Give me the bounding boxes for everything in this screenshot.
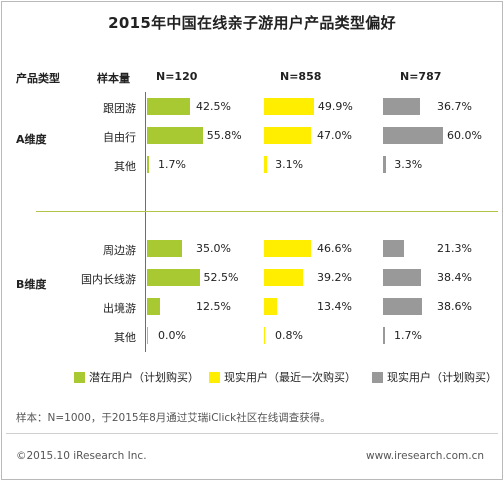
bar-recent-guonei — [264, 269, 304, 286]
legend-item-potential: 潜在用户（计划购买） — [74, 369, 199, 385]
data-label-planned-gentuan: 36.7% — [437, 100, 472, 113]
dimension-divider — [36, 211, 498, 212]
data-label-recent-other-a: 3.1% — [275, 158, 304, 171]
data-label-planned-guonei: 38.4% — [437, 271, 472, 284]
category-label-gentuan: 跟团游 — [103, 102, 136, 115]
bar-planned-gentuan — [383, 98, 420, 115]
header-product-type: 产品类型 — [16, 72, 60, 85]
data-label-potential-gentuan: 42.5% — [196, 100, 231, 113]
data-label-planned-chujing: 38.6% — [437, 300, 472, 313]
data-label-potential-guonei: 52.5% — [203, 271, 239, 284]
bar-recent-ziyouxing — [264, 127, 311, 144]
category-label-zhoubian: 周边游 — [103, 244, 136, 257]
header-n-planned: N=787 — [400, 70, 442, 83]
data-label-recent-zhoubian: 46.6% — [317, 242, 352, 255]
data-label-recent-guonei: 39.2% — [317, 271, 352, 284]
data-label-recent-ziyouxing: 47.0% — [317, 129, 352, 142]
data-label-planned-other-a: 3.3% — [394, 158, 423, 171]
bar-planned-other-a — [383, 156, 387, 173]
bar-potential-gentuan — [147, 98, 190, 115]
category-label-chujing: 出境游 — [103, 302, 136, 315]
bar-recent-zhoubian — [264, 240, 311, 257]
bar-potential-other-a — [147, 156, 149, 173]
copyright: ©2015.10 iResearch Inc. — [16, 450, 147, 462]
bar-planned-chujing — [383, 298, 422, 315]
category-label-other-a: 其他 — [114, 160, 136, 173]
legend-label-recent: 现实用户（最近一次购买） — [224, 371, 356, 384]
legend-swatch-potential — [74, 371, 85, 383]
data-label-potential-ziyouxing: 55.8% — [206, 129, 242, 142]
legend-swatch-recent — [209, 371, 220, 383]
category-axis — [145, 92, 146, 352]
bar-potential-zhoubian — [147, 240, 182, 257]
legend-item-recent: 现实用户（最近一次购买） — [209, 369, 356, 385]
legend-label-potential: 潜在用户（计划购买） — [89, 371, 199, 384]
data-label-recent-other-b: 0.8% — [275, 329, 303, 342]
legend-label-planned: 现实用户（计划购买） — [387, 371, 497, 384]
bar-potential-chujing — [147, 298, 160, 315]
bar-recent-other-a — [264, 156, 268, 173]
bar-planned-other-b — [383, 327, 385, 344]
header-n-recent: N=858 — [280, 70, 322, 83]
legend-swatch-planned — [372, 371, 383, 383]
bar-potential-other-b — [147, 327, 148, 344]
bar-planned-zhoubian — [383, 240, 405, 257]
footer-divider — [6, 433, 498, 434]
website-link[interactable]: www.iresearch.com.cn — [365, 450, 484, 462]
data-label-recent-gentuan: 49.9% — [317, 100, 353, 113]
bar-potential-guonei — [147, 269, 200, 286]
data-label-planned-zhoubian: 21.3% — [437, 242, 472, 255]
data-label-planned-ziyouxing: 60.0% — [447, 129, 482, 142]
bar-potential-ziyouxing — [147, 127, 203, 144]
category-label-ziyouxing: 自由行 — [103, 131, 136, 144]
dimension-a-label: A维度 — [16, 133, 47, 146]
bar-planned-guonei — [383, 269, 422, 286]
data-label-potential-zhoubian: 35.0% — [196, 242, 231, 255]
data-label-recent-chujing: 13.4% — [317, 300, 352, 313]
data-label-potential-other-b: 0.0% — [158, 329, 186, 342]
legend: 潜在用户（计划购买） 现实用户（最近一次购买） 现实用户（计划购买） — [0, 369, 504, 385]
data-label-potential-other-a: 1.7% — [158, 158, 186, 171]
category-label-guonei: 国内长线游 — [81, 273, 136, 286]
data-label-potential-chujing: 12.5% — [196, 300, 231, 313]
bar-recent-chujing — [264, 298, 278, 315]
header-sample-size: 样本量 — [97, 72, 130, 85]
header-n-potential: N=120 — [156, 70, 198, 83]
sample-note: 样本：N=1000，于2015年8月通过艾瑞iClick社区在线调查获得。 — [16, 412, 331, 424]
bar-planned-ziyouxing — [383, 127, 443, 144]
dimension-b-label: B维度 — [16, 278, 47, 291]
chart-title: 2015年中国在线亲子游用户产品类型偏好 — [108, 14, 396, 32]
bar-recent-other-b — [264, 327, 265, 344]
legend-item-planned: 现实用户（计划购买） — [372, 369, 497, 385]
category-label-other-b: 其他 — [114, 331, 136, 344]
bar-recent-gentuan — [264, 98, 314, 115]
data-label-planned-other-b: 1.7% — [394, 329, 422, 342]
